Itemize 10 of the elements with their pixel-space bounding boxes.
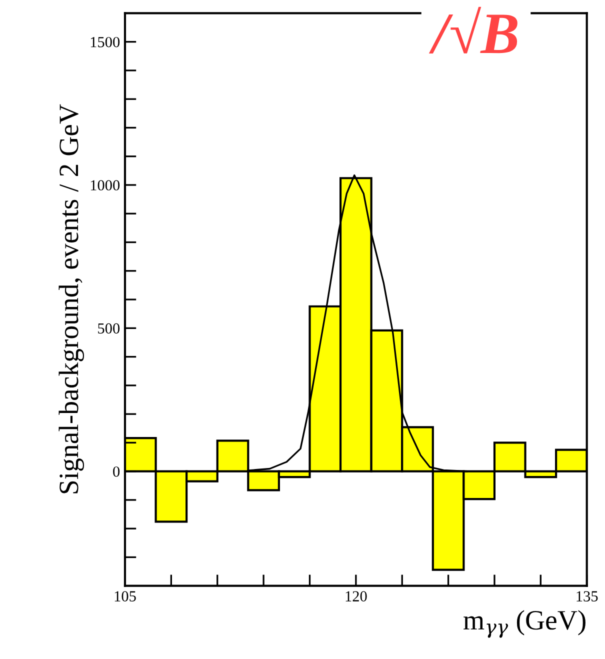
y-tick-label: 500 xyxy=(98,323,120,334)
y-tick-label: 1500 xyxy=(90,36,120,48)
x-tick-label: 120 xyxy=(346,591,367,602)
y-tick-label: 0 xyxy=(113,466,120,477)
annotation: /√B xyxy=(428,6,518,54)
x-tick-label: 135 xyxy=(576,591,598,602)
x-axis-title: m$_{γγ}$ (GeV) xyxy=(464,610,586,638)
y-tick-label: 1000 xyxy=(90,180,120,190)
y-axis-title: Signal-background, events / 2 GeV xyxy=(58,104,84,494)
x-tick-label: 105 xyxy=(114,591,136,602)
